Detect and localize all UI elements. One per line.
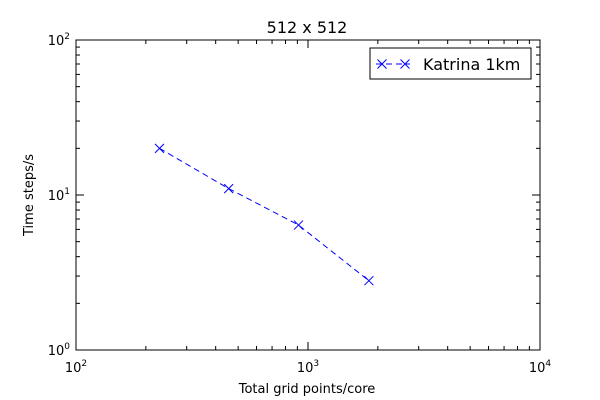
legend-marker-sample	[377, 59, 410, 69]
x-axis-label: Total grid points/core	[238, 382, 376, 397]
data-point-marker	[377, 59, 387, 69]
axis-ticks	[75, 39, 541, 351]
y-tick-label: 101	[48, 187, 70, 204]
data-point-marker	[400, 59, 410, 69]
y-tick-label: 100	[48, 342, 71, 359]
data-point-marker	[364, 275, 374, 286]
chart-title: 512 x 512	[267, 18, 348, 37]
plot-area-frame	[75, 39, 541, 351]
y-axis-label: Time steps/s	[22, 154, 37, 237]
y-tick-label: 102	[48, 32, 70, 49]
series-layer	[154, 143, 374, 286]
data-point-marker	[223, 183, 234, 194]
legend: Katrina 1km	[369, 47, 532, 80]
legend-label: Katrina 1km	[423, 55, 520, 74]
x-tick-label: 103	[297, 359, 319, 376]
data-point-marker	[154, 143, 165, 154]
x-tick-label: 104	[529, 359, 552, 376]
axis-tick-labels: 102 103 104 100 101 102	[48, 32, 552, 376]
x-tick-label: 102	[65, 359, 87, 376]
series-line	[159, 147, 370, 282]
data-point-marker	[293, 220, 304, 230]
